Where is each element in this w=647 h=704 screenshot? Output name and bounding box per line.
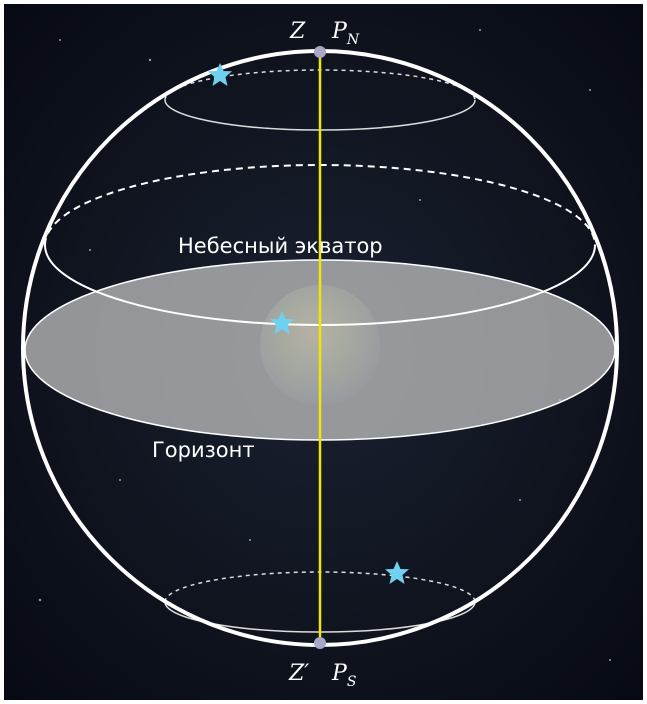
nadir-label: Z′: [288, 661, 309, 686]
north-pole-label: PN: [331, 19, 360, 48]
equator-label: Небесный экватор: [178, 234, 383, 258]
horizon-label: Горизонт: [152, 438, 255, 462]
label-sub: N: [346, 32, 360, 48]
label-base: P: [331, 661, 348, 686]
stars: [208, 63, 409, 584]
label-sub: S: [347, 674, 357, 690]
south-pole-label: PS: [331, 661, 356, 690]
zenith-label: Z: [289, 19, 306, 44]
zenith-point: [314, 46, 326, 58]
nadir-point: [314, 637, 326, 649]
label-base: P: [331, 19, 348, 44]
stars-bg: [38, 29, 611, 661]
